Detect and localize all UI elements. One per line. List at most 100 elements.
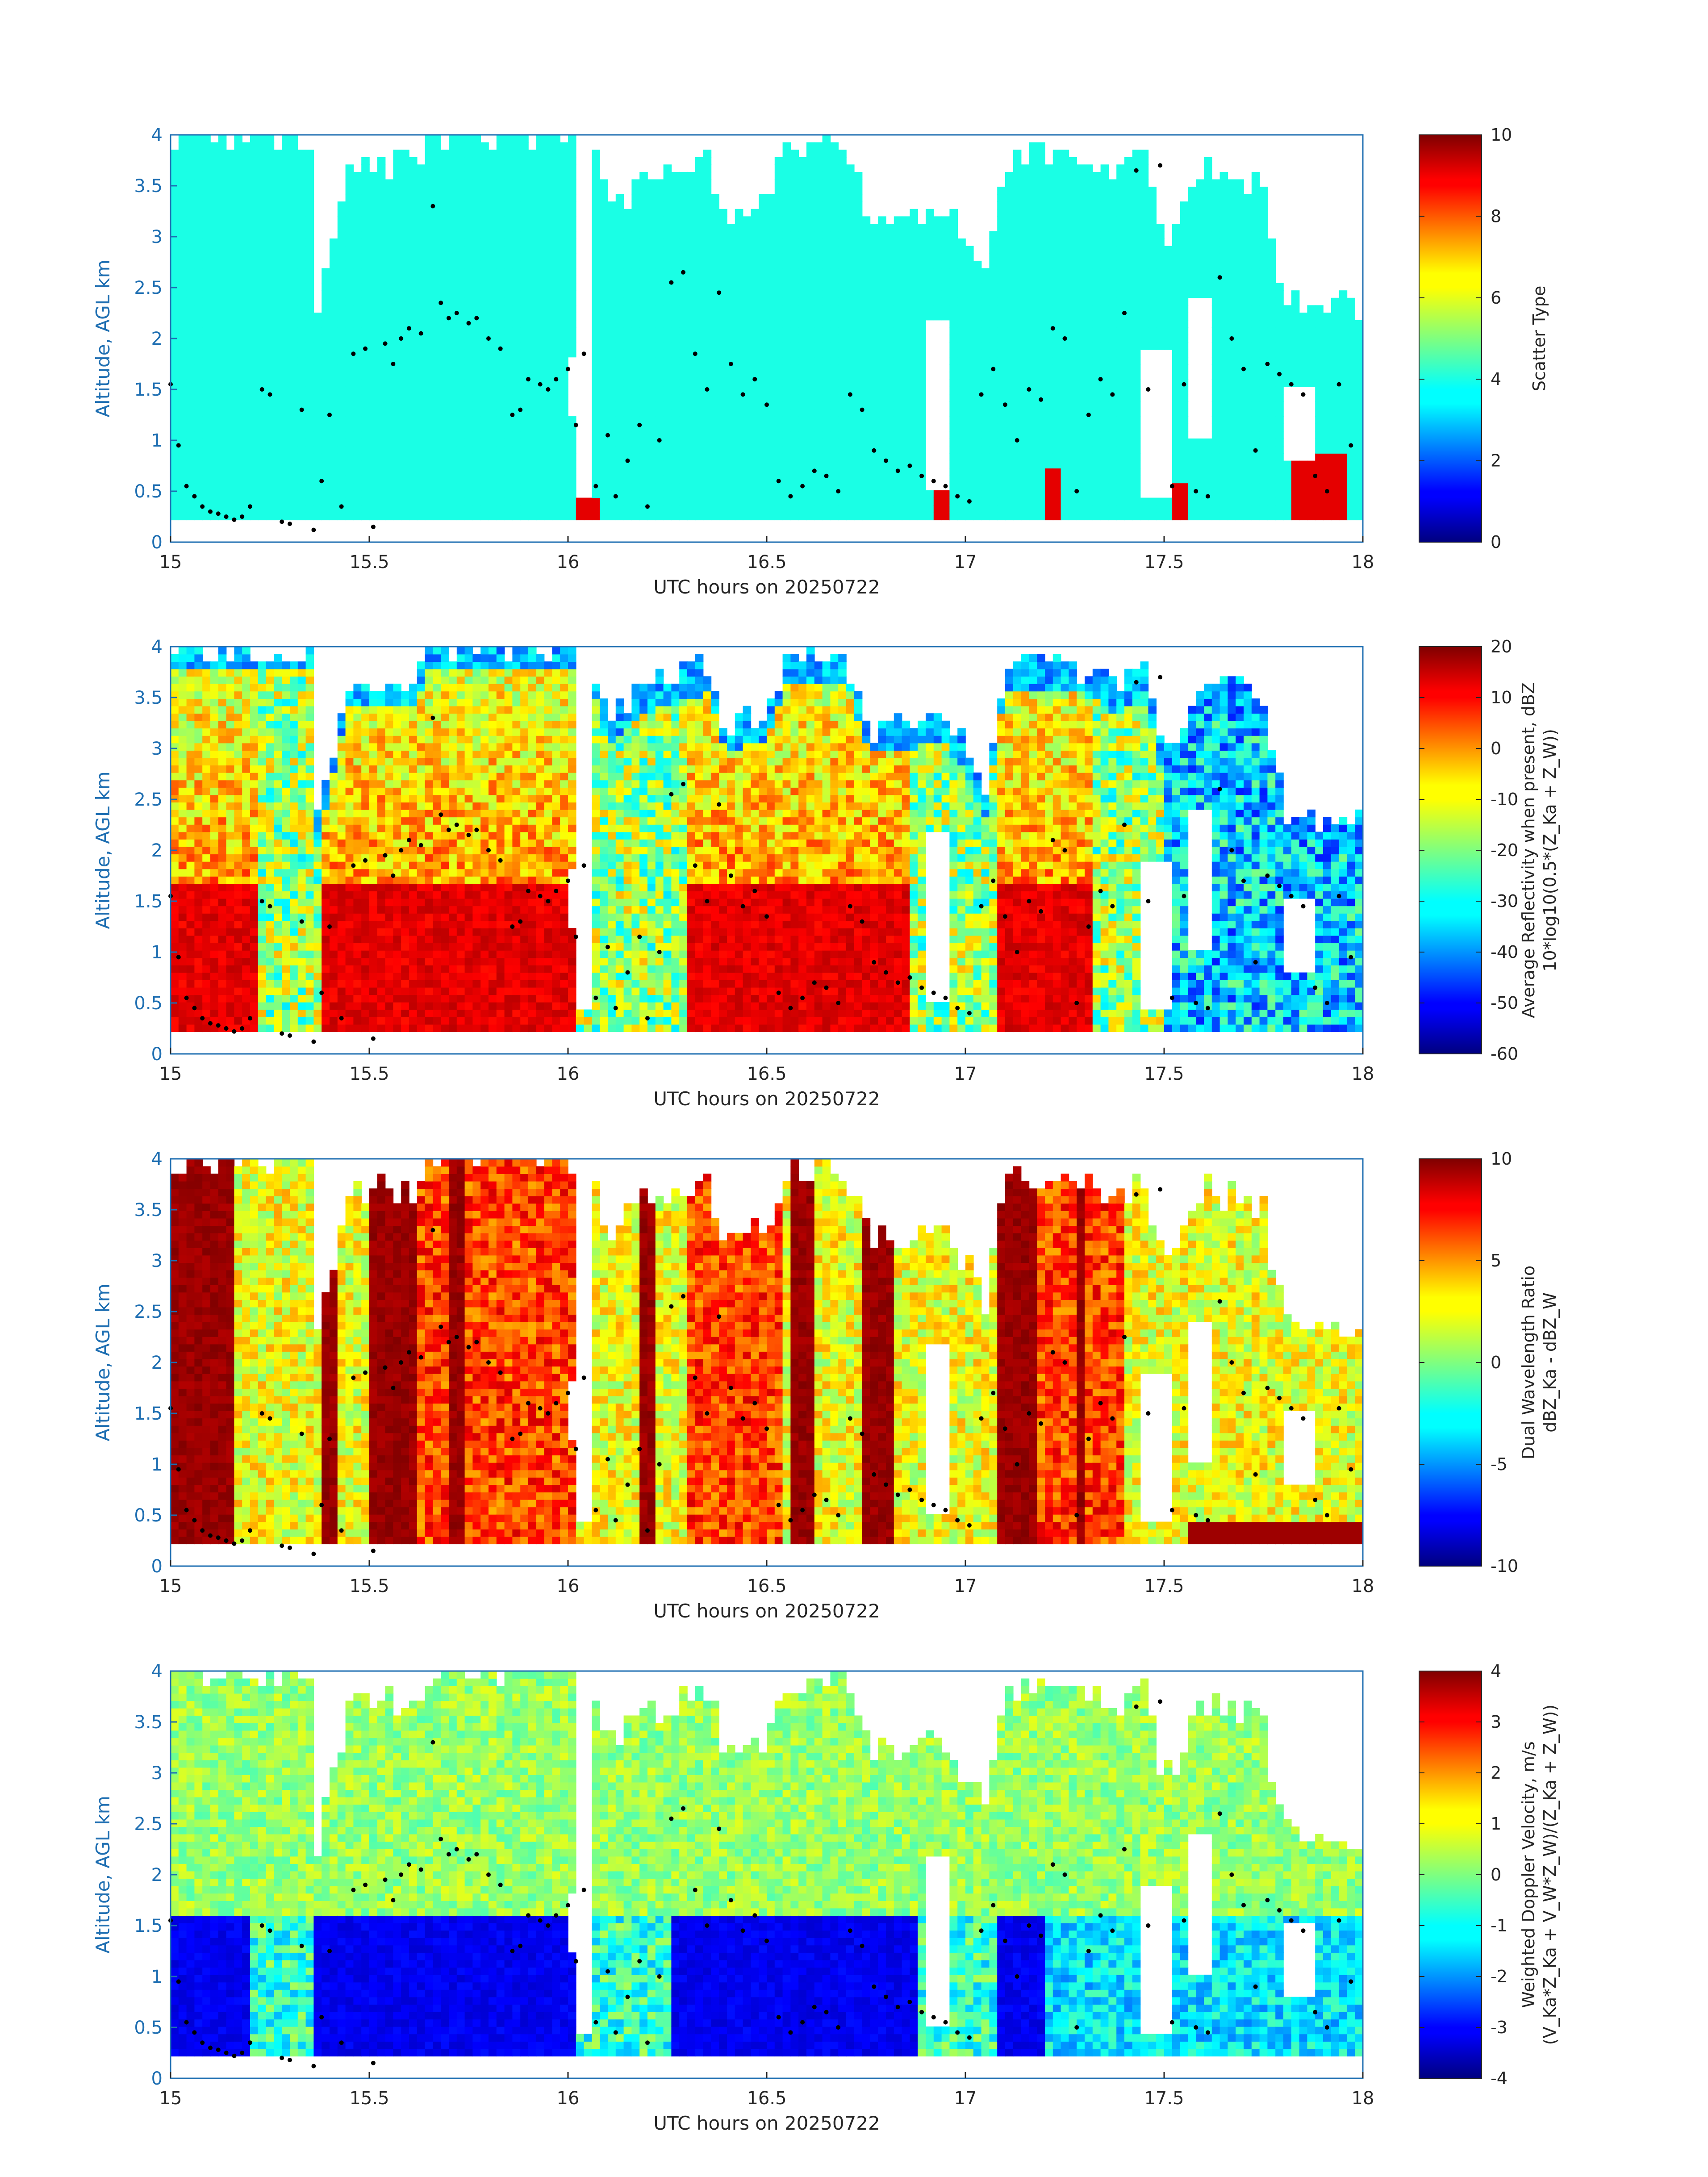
heatmap-cell — [266, 276, 275, 283]
heatmap-cell — [592, 461, 600, 468]
heatmap-cell — [449, 201, 457, 209]
heatmap-cell — [695, 387, 704, 394]
heatmap-cell — [838, 320, 847, 328]
heatmap-cell — [338, 461, 346, 468]
heatmap-cell — [290, 231, 298, 239]
heatmap-cell — [656, 253, 664, 261]
heatmap-cell — [624, 468, 632, 476]
heatmap-cell — [878, 364, 886, 372]
heatmap-cell — [258, 424, 267, 431]
heatmap-cell — [560, 335, 568, 343]
heatmap-cell — [798, 490, 807, 498]
heatmap-cell — [639, 276, 648, 283]
heatmap-cell — [671, 320, 680, 328]
heatmap-cell — [600, 424, 608, 431]
heatmap-cell — [687, 342, 696, 350]
heatmap-cell — [965, 513, 974, 520]
heatmap-cell — [695, 424, 704, 431]
heatmap-cell — [568, 490, 576, 498]
heatmap-cell — [759, 483, 767, 490]
heatmap-cell — [767, 372, 775, 380]
heatmap-cell — [353, 357, 362, 365]
heatmap-cell — [790, 180, 799, 187]
heatmap-cell — [671, 431, 680, 439]
heatmap-cell — [862, 231, 871, 239]
heatmap-cell — [759, 201, 767, 209]
heatmap-cell — [290, 439, 298, 446]
heatmap-cell — [942, 224, 950, 231]
heatmap-cell — [171, 357, 179, 365]
heatmap-cell — [568, 150, 576, 157]
heatmap-cell — [401, 498, 409, 506]
heatmap-cell — [369, 180, 378, 187]
heatmap-cell — [552, 513, 560, 520]
heatmap-cell — [179, 298, 187, 305]
heatmap-cell — [997, 320, 1006, 328]
heatmap-cell — [218, 476, 227, 483]
heatmap-cell — [274, 283, 282, 291]
heatmap-cell — [338, 439, 346, 446]
heatmap-cell — [250, 342, 259, 350]
heatmap-cell — [743, 238, 752, 246]
heatmap-cell — [441, 194, 449, 202]
heatmap-cell — [703, 238, 712, 246]
heatmap-cell — [775, 231, 783, 239]
heatmap-cell — [218, 187, 227, 194]
heatmap-cell — [981, 446, 990, 453]
heatmap-cell — [528, 416, 537, 424]
heatmap-cell — [846, 320, 855, 328]
heatmap-cell — [902, 446, 910, 453]
heatmap-cell — [568, 327, 576, 335]
heatmap-cell — [409, 394, 418, 401]
heatmap-cell — [449, 290, 457, 298]
heatmap-cell — [560, 298, 568, 305]
heatmap-cell — [846, 490, 855, 498]
heatmap-cell — [838, 224, 847, 231]
heatmap-cell — [735, 305, 743, 313]
heatmap-cell — [823, 150, 831, 157]
heatmap-cell — [480, 150, 489, 157]
heatmap-cell — [639, 364, 648, 372]
heatmap-cell — [600, 276, 608, 283]
heatmap-cell — [568, 298, 576, 305]
heatmap-cell — [711, 320, 719, 328]
heatmap-cell — [409, 498, 418, 506]
heatmap-cell — [592, 253, 600, 261]
heatmap-cell — [520, 150, 529, 157]
heatmap-cell — [775, 409, 783, 417]
heatmap-cell — [767, 335, 775, 343]
heatmap-cell — [759, 305, 767, 313]
heatmap-cell — [631, 298, 640, 305]
heatmap-cell — [592, 364, 600, 372]
heatmap-cell — [258, 409, 267, 417]
heatmap-cell — [910, 498, 918, 506]
heatmap-cell — [449, 283, 457, 291]
heatmap-cell — [218, 431, 227, 439]
heatmap-cell — [234, 498, 242, 506]
heatmap-cell — [417, 387, 426, 394]
heatmap-cell — [973, 424, 982, 431]
heatmap-cell — [751, 431, 759, 439]
heatmap-cell — [981, 357, 990, 365]
heatmap-cell — [600, 476, 608, 483]
heatmap-cell — [194, 416, 203, 424]
heatmap-cell — [187, 298, 195, 305]
heatmap-cell — [878, 409, 886, 417]
heatmap-cell — [290, 172, 298, 180]
heatmap-cell — [600, 372, 608, 380]
heatmap-cell — [965, 416, 974, 424]
heatmap-cell — [592, 268, 600, 276]
heatmap-cell — [878, 276, 886, 283]
heatmap-cell — [234, 387, 242, 394]
heatmap-cell — [385, 268, 394, 276]
heatmap-cell — [687, 261, 696, 268]
heatmap-cell — [449, 350, 457, 357]
heatmap-cell — [505, 401, 513, 409]
heatmap-cell — [480, 513, 489, 520]
heatmap-cell — [433, 350, 441, 357]
heatmap-cell — [878, 261, 886, 268]
heatmap-cell — [608, 409, 616, 417]
heatmap-cell — [798, 187, 807, 194]
heatmap-cell — [886, 335, 894, 343]
heatmap-cell — [608, 276, 616, 283]
